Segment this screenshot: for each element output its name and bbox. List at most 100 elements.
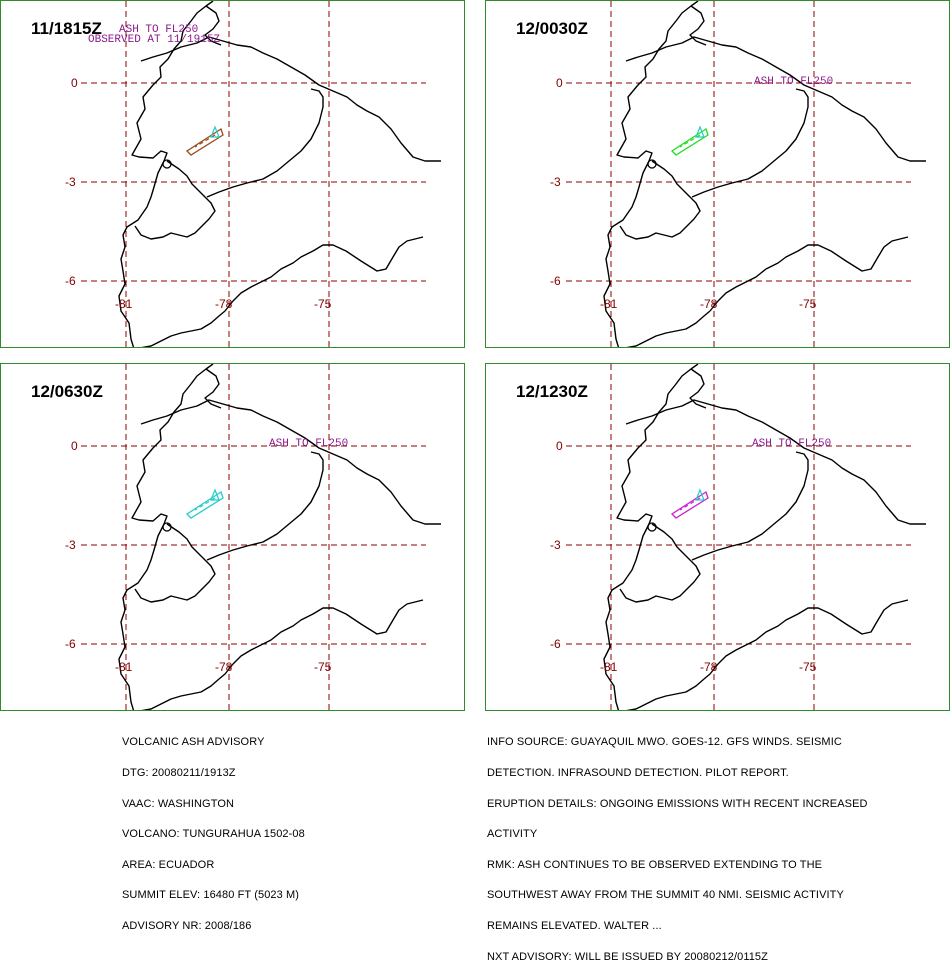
advisory-line: AREA: ECUADOR [122,858,215,871]
latitude-tick-label: -6 [550,637,561,651]
info-line: ACTIVITY [487,828,538,841]
longitude-tick-label: -75 [314,297,332,311]
island [162,159,172,169]
coastline [140,399,441,525]
island [647,522,657,532]
coastline [206,451,324,561]
longitude-tick-label: -75 [799,660,817,674]
longitude-tick-label: -78 [700,297,718,311]
coastline [691,451,809,561]
longitude-tick-label: -81 [600,297,618,311]
latitude-tick-label: 0 [556,76,563,90]
map-canvas [81,1,441,347]
coastline [619,160,701,240]
latitude-tick-label: -6 [550,274,561,288]
map-panel-2: 12/0030Z ASH TO FL250 0 -3 -6 -81 -78 -75 [485,0,950,348]
latitude-tick-label: 0 [71,76,78,90]
advisory-header-block: VOLCANIC ASH ADVISORY DTG: 20080211/1913… [122,717,305,941]
coastline [626,599,909,710]
map-layer [566,364,926,710]
ash-plume [670,125,709,156]
map-layer [81,1,441,347]
longitude-tick-label: -81 [600,660,618,674]
panel-ash-note: ASH TO FL250 [754,76,834,88]
info-line: NXT ADVISORY: WILL BE ISSUED BY 20080212… [487,950,768,963]
longitude-tick-label: -78 [215,660,233,674]
coastline [603,1,699,347]
ash-plume-outline [670,127,709,156]
panel-valid-time: 12/0630Z [31,382,103,401]
volcano-summit-marker [210,125,220,138]
advisory-line: DTG: 20080211/1913Z [122,767,236,780]
latitude-tick-label: -3 [65,538,76,552]
map-layer [81,364,441,710]
ash-plume-outline [185,127,224,156]
panel-ash-note: ASH TO FL250 [752,438,832,450]
advisory-info-block: INFO SOURCE: GUAYAQUIL MWO. GOES-12. GFS… [487,717,868,972]
advisory-line: VOLCANO: TUNGURAHUA 1502-08 [122,828,305,841]
longitude-tick-label: -78 [215,297,233,311]
longitude-tick-label: -81 [115,297,133,311]
latitude-tick-label: -6 [65,637,76,651]
coastline [625,36,926,162]
coastline [118,1,214,347]
map-panel-3: 12/0630Z ASH TO FL250 0 -3 -6 -81 -78 -75 [0,363,465,711]
coastline [691,88,809,198]
info-line: DETECTION. INFRASOUND DETECTION. PILOT R… [487,767,789,780]
coastline [626,236,909,347]
longitude-tick-label: -75 [799,297,817,311]
coastline [625,399,926,525]
info-line: RMK: ASH CONTINUES TO BE OBSERVED EXTEND… [487,858,823,871]
ash-plume [670,488,709,519]
coastline [118,364,214,710]
panel-valid-time: 11/1815Z [31,19,102,38]
map-panel-4: 12/1230Z ASH TO FL250 0 -3 -6 -81 -78 -75 [485,363,950,711]
ash-plume [185,125,224,156]
volcano-summit-marker [695,125,705,138]
map-canvas [81,364,441,710]
island [647,159,657,169]
island [162,522,172,532]
volcano-summit-marker [210,488,220,501]
coastline [141,599,424,710]
coastline [603,364,699,710]
panel-observed-note: OBSERVED AT 11/1915Z [88,34,221,46]
advisory-line: SUMMIT ELEV: 16480 FT (5023 M) [122,889,300,902]
coastline [619,523,701,603]
coastline [134,523,216,603]
map-panel-1: 11/1815Z ASH TO FL250 OBSERVED AT 11/191… [0,0,465,348]
latitude-tick-label: -6 [65,274,76,288]
longitude-tick-label: -78 [700,660,718,674]
panel-valid-time: 12/1230Z [516,382,588,401]
ash-plume-outline [185,490,224,519]
latitude-tick-label: 0 [71,439,78,453]
advisory-line: ADVISORY NR: 2008/186 [122,920,252,933]
info-line: INFO SOURCE: GUAYAQUIL MWO. GOES-12. GFS… [487,736,842,749]
map-canvas [566,364,926,710]
coastline [204,5,222,46]
panel-ash-note: ASH TO FL250 [119,24,199,36]
ash-plume-outline [670,490,709,519]
map-layer [566,1,926,347]
panel-valid-time: 12/0030Z [516,19,588,38]
coastline [689,5,707,46]
volcano-summit-marker [695,488,705,501]
longitude-tick-label: -81 [115,660,133,674]
latitude-tick-label: 0 [556,439,563,453]
coastline [140,36,441,162]
info-line: ERUPTION DETAILS: ONGOING EMISSIONS WITH… [487,797,868,810]
advisory-line: VAAC: WASHINGTON [122,797,235,810]
latitude-tick-label: -3 [550,175,561,189]
coastline [141,236,424,347]
coastline [204,368,222,409]
info-line: SOUTHWEST AWAY FROM THE SUMMIT 40 NMI. S… [487,889,844,902]
latitude-tick-label: -3 [65,175,76,189]
latitude-tick-label: -3 [550,538,561,552]
info-line: REMAINS ELEVATED. WALTER ... [487,920,662,933]
coastline [689,368,707,409]
coastline [206,88,324,198]
ash-plume [185,488,224,519]
advisory-line: VOLCANIC ASH ADVISORY [122,736,265,749]
longitude-tick-label: -75 [314,660,332,674]
coastline [134,160,216,240]
